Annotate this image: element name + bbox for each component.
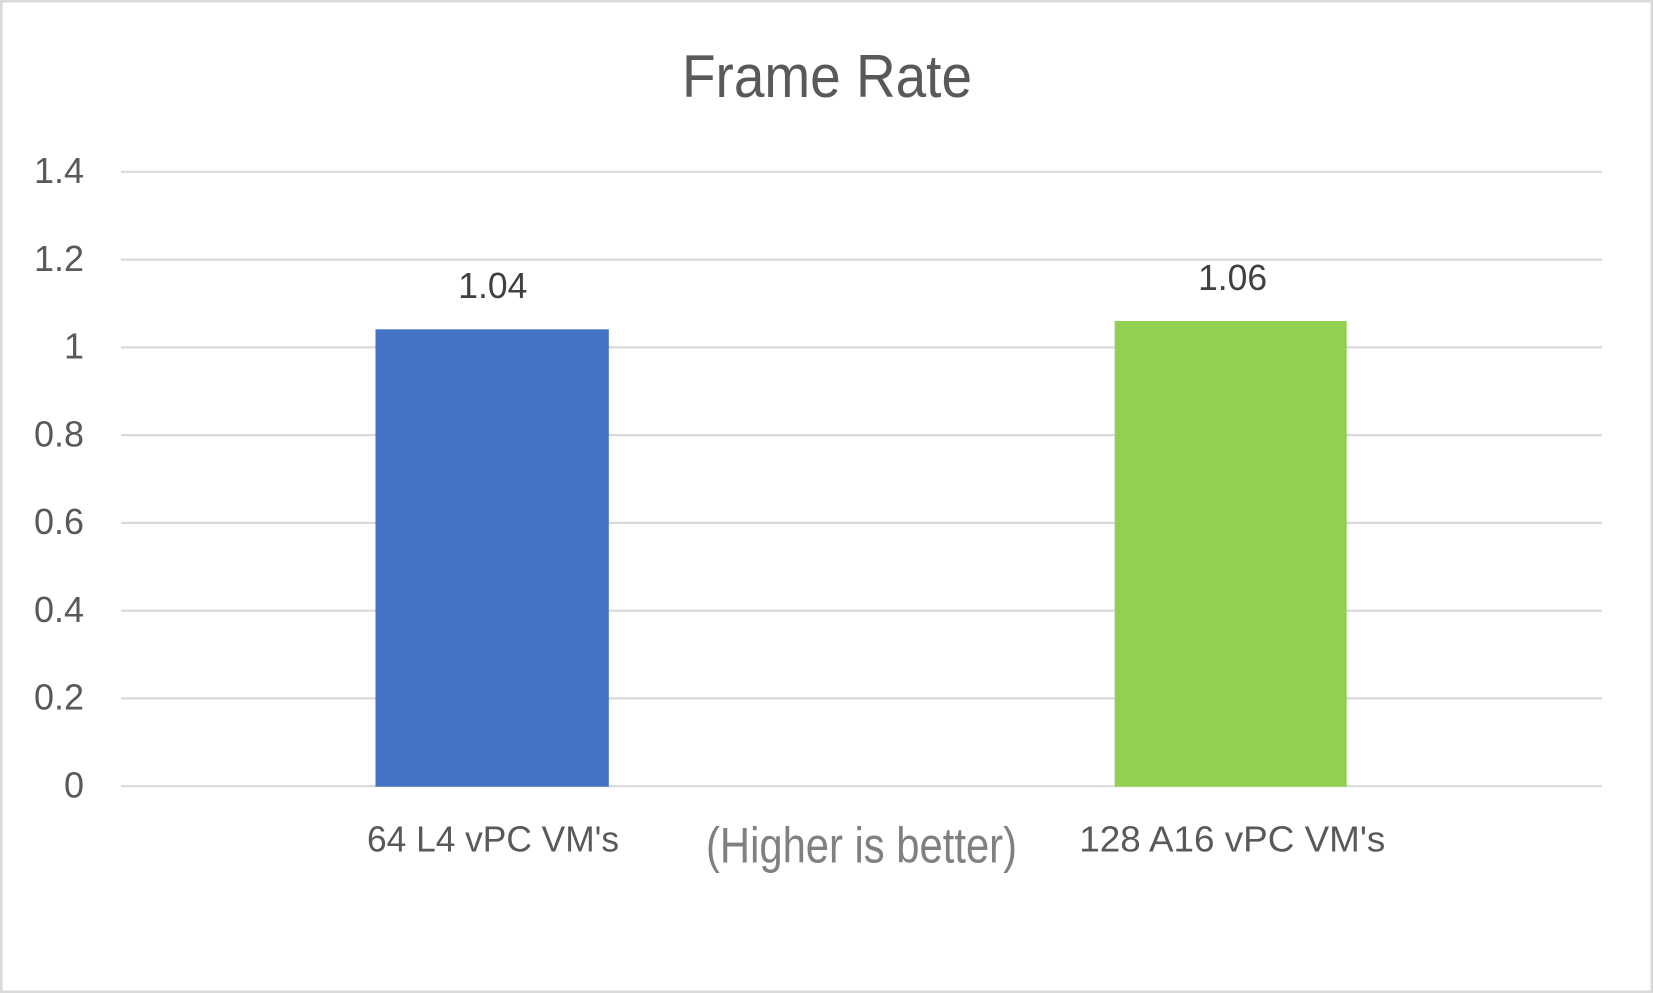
svg-text:0.8: 0.8 bbox=[34, 413, 84, 454]
svg-text:128 A16 vPC VM's: 128 A16 vPC VM's bbox=[1079, 819, 1385, 860]
svg-text:Frame Rate: Frame Rate bbox=[682, 43, 972, 110]
svg-text:1.2: 1.2 bbox=[34, 238, 84, 279]
svg-text:1: 1 bbox=[64, 326, 84, 367]
svg-text:1.04: 1.04 bbox=[458, 265, 527, 306]
svg-text:64 L4 vPC VM's: 64 L4 vPC VM's bbox=[367, 819, 619, 860]
svg-text:1.4: 1.4 bbox=[34, 150, 84, 191]
svg-text:0.4: 0.4 bbox=[34, 589, 84, 630]
svg-text:0.6: 0.6 bbox=[34, 501, 84, 542]
svg-text:(Higher is better): (Higher is better) bbox=[706, 817, 1017, 873]
svg-text:0.2: 0.2 bbox=[34, 677, 84, 718]
svg-text:1.06: 1.06 bbox=[1198, 257, 1267, 298]
svg-text:0: 0 bbox=[64, 764, 84, 805]
